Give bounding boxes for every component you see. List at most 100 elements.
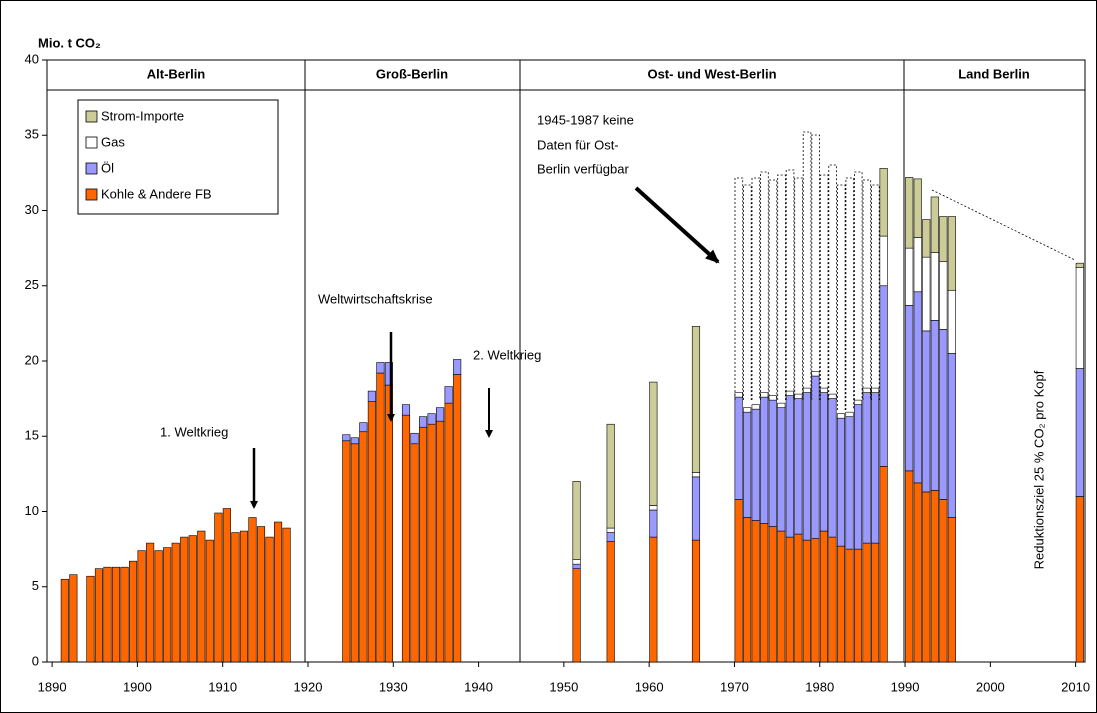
bar-segment	[649, 509, 658, 538]
bar-segment	[359, 431, 368, 663]
bar-segment	[137, 550, 146, 663]
bar-segment	[930, 320, 939, 491]
legend-label: Strom-Importe	[101, 108, 184, 123]
bar-segment	[427, 413, 436, 425]
bar-segment	[905, 177, 914, 249]
bar-segment	[163, 547, 172, 663]
bar-segment	[129, 560, 138, 663]
bar-segment	[760, 392, 769, 398]
bar-segment	[734, 396, 743, 500]
bar-segment	[845, 411, 854, 417]
bar-segment	[828, 398, 837, 538]
bar-segment	[274, 521, 283, 663]
bar-segment	[751, 404, 760, 410]
bar-segment	[60, 578, 69, 663]
bar-segment	[180, 536, 189, 663]
y-tick-label: 30	[25, 202, 39, 217]
bar-segment	[853, 404, 863, 550]
y-tick-label: 15	[25, 428, 39, 443]
legend-swatch	[85, 162, 98, 175]
bar-segment	[743, 407, 752, 413]
legend-label: Öl	[101, 160, 114, 175]
bar-segment	[436, 420, 445, 663]
bar-segment	[734, 499, 743, 663]
bar-segment	[572, 481, 581, 560]
bar-segment	[103, 566, 112, 663]
bar-segment	[871, 387, 880, 393]
bar-segment	[836, 417, 846, 547]
bar-segment	[913, 178, 922, 238]
bar-segment	[444, 386, 453, 404]
bar-segment	[265, 536, 274, 663]
bar-segment	[188, 535, 197, 663]
x-tick-label: 1930	[379, 679, 408, 694]
bar-segment	[606, 532, 615, 542]
bar-segment	[418, 426, 428, 663]
bar-segment	[922, 330, 931, 493]
bar-segment	[256, 526, 266, 663]
bar-segment	[427, 423, 436, 663]
bar-segment	[606, 527, 615, 533]
bar-segment	[410, 432, 419, 445]
section-label: Alt-Berlin	[147, 66, 206, 81]
x-tick-label: 1920	[294, 679, 323, 694]
bar-segment	[828, 536, 837, 663]
section-label: Groß-Berlin	[376, 66, 448, 81]
bar-segment	[939, 329, 948, 500]
annotation: Weltwirtschaftskrise	[318, 291, 433, 306]
bar-segment	[913, 482, 922, 663]
bar-segment	[768, 395, 777, 401]
bar-segment	[751, 408, 760, 521]
bar-segment	[930, 252, 939, 321]
annotation: Daten für Ost-	[537, 137, 619, 152]
bar-segment	[802, 392, 811, 541]
y-tick-label: 25	[25, 277, 39, 292]
x-tick-label: 1960	[635, 679, 664, 694]
annotation: Berlin verfügbar	[537, 161, 629, 176]
bar-segment	[879, 235, 888, 287]
x-tick-label: 2010	[1061, 679, 1090, 694]
bar-segment	[222, 508, 231, 663]
bar-segment	[768, 399, 777, 527]
x-tick-label: 1900	[123, 679, 152, 694]
bar-segment	[572, 563, 581, 569]
bar-segment	[401, 414, 411, 663]
bar-segment	[734, 392, 743, 398]
legend-box	[77, 99, 279, 215]
bar-segment	[154, 550, 163, 663]
bar-segment	[947, 216, 956, 291]
bar-segment	[913, 291, 922, 484]
bar-segment	[248, 517, 257, 663]
bar-segment	[384, 362, 393, 386]
bar-segment	[802, 539, 811, 663]
legend-swatch	[85, 110, 98, 123]
bar-segment	[862, 387, 871, 393]
bar-segment	[743, 411, 752, 518]
bar-segment	[871, 542, 880, 663]
bar-segment	[649, 505, 658, 511]
bar-segment	[922, 491, 931, 663]
bar-segment	[819, 392, 828, 532]
bar-segment	[86, 575, 95, 663]
bar-segment	[768, 526, 777, 663]
section-label: Land Berlin	[958, 66, 1030, 81]
bar-segment	[94, 568, 103, 663]
bar-segment	[691, 539, 701, 663]
bar-segment	[1075, 368, 1084, 497]
legend-swatch	[85, 188, 98, 201]
bar-segment	[939, 216, 948, 262]
bar-segment	[853, 399, 863, 405]
bar-segment	[384, 384, 393, 663]
legend-label: Kohle & Andere FB	[101, 186, 212, 201]
bar-segment	[930, 490, 939, 663]
bar-segment	[197, 530, 206, 663]
bar-segment	[785, 395, 794, 538]
bar-segment	[436, 407, 445, 422]
bar-segment	[794, 393, 803, 399]
bar-segment	[205, 539, 214, 663]
x-tick-label: 1910	[208, 679, 237, 694]
legend-swatch	[85, 136, 98, 149]
bar-segment	[785, 390, 794, 396]
x-tick-label: 1890	[38, 679, 67, 694]
